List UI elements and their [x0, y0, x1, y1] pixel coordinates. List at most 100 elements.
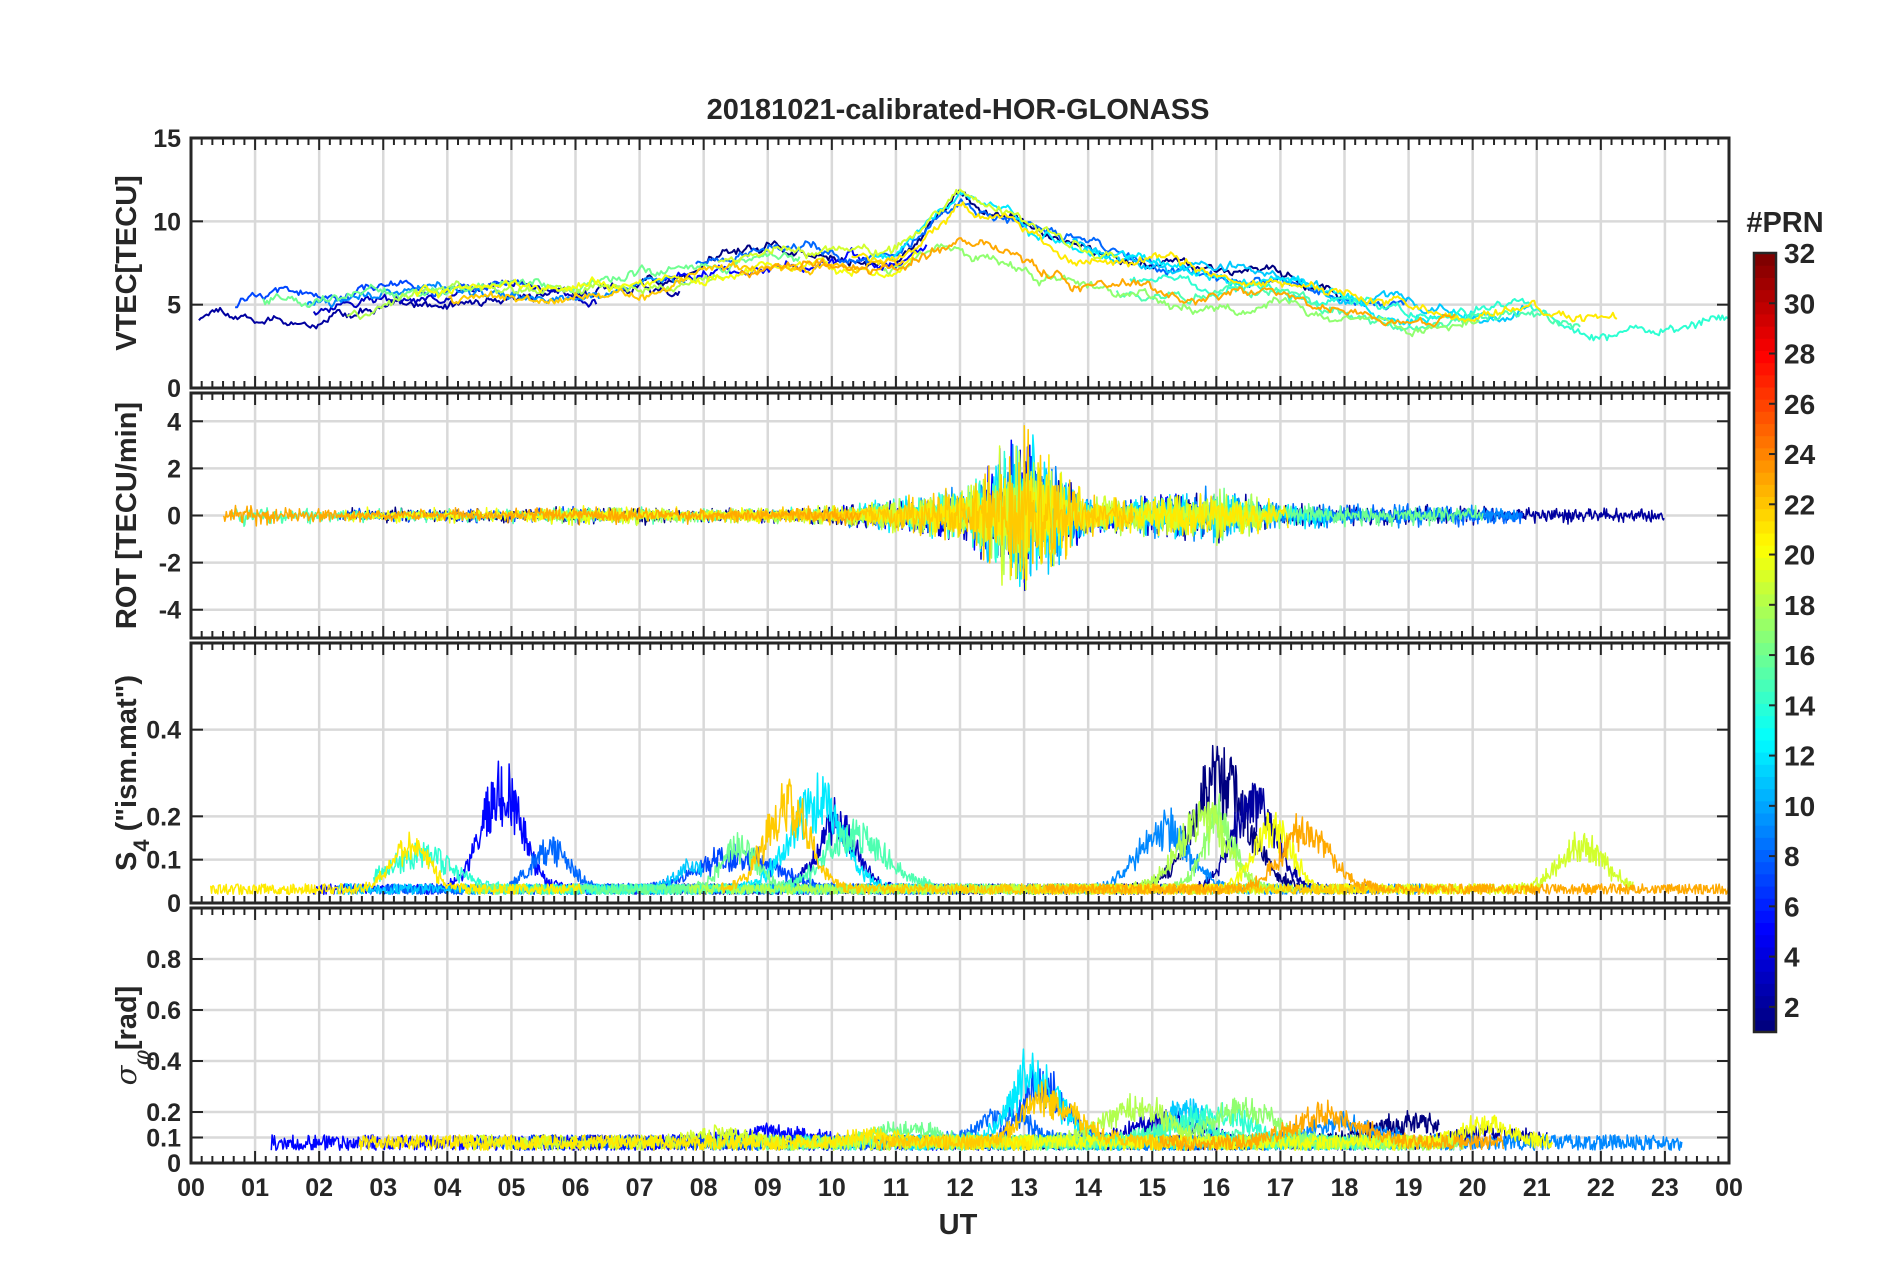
colorbar-segment: [1754, 411, 1776, 425]
y-tick-label: 0: [167, 503, 181, 531]
colorbar-segment: [1754, 776, 1776, 790]
colorbar-segment: [1754, 922, 1776, 936]
colorbar-segment: [1754, 666, 1776, 680]
colorbar-segment: [1754, 399, 1776, 412]
colorbar-segment: [1754, 496, 1776, 510]
series-prn-23: [223, 504, 862, 527]
colorbar-segment: [1754, 569, 1776, 583]
x-tick-label: 05: [498, 1174, 526, 1202]
colorbar-frame: [1752, 251, 1778, 1034]
colorbar-tick-label: 2: [1784, 992, 1800, 1023]
x-tick-label: 06: [562, 1174, 590, 1202]
colorbar-segment: [1754, 898, 1776, 911]
colorbar-tick-label: 24: [1784, 439, 1816, 470]
colorbar-segment: [1754, 520, 1776, 534]
colorbar-segment: [1754, 350, 1776, 364]
series-prn-20: [1006, 1114, 1554, 1151]
colorbar-segment: [1754, 338, 1776, 351]
series-prn-21: [210, 831, 583, 896]
colorbar-tick-label: 32: [1784, 238, 1815, 269]
x-tick-label: 07: [626, 1174, 654, 1202]
y-axis: -4 -2 0 2 4: [159, 408, 1729, 625]
series-prn-23: [1044, 813, 1729, 896]
colorbar-segment: [1754, 508, 1776, 522]
y-tick-label: 0.8: [146, 946, 181, 974]
y-axis-label: ROT [TECU/min]: [111, 402, 143, 629]
colorbar-tick-label: 18: [1784, 590, 1815, 621]
colorbar-segment: [1754, 825, 1776, 838]
colorbar-segment: [1754, 958, 1776, 972]
x-tick-label: 17: [1267, 1174, 1295, 1202]
colorbar-segment: [1754, 691, 1776, 704]
x-axis: 00 01 02 03 04 05 06 07 08 09 10 11 12 13 14 15 16 17 18 19…: [177, 1174, 1743, 1202]
series-prn-21: [851, 201, 1618, 323]
y-tick-label: -4: [159, 597, 181, 625]
y-tick-label: 2: [167, 455, 181, 483]
colorbar-segment: [1754, 301, 1776, 315]
panel-sigma_phi: 00.10.2 0.4 0.6 0.8 σφ[rad]: [109, 906, 1731, 1178]
colorbar-segment: [1754, 593, 1776, 607]
x-ticks: [190, 643, 1730, 903]
chart-title: 20181021-calibrated-HOR-GLONASS: [707, 94, 1210, 126]
colorbar-tick-label: 22: [1784, 489, 1815, 520]
colorbar-segment: [1754, 545, 1776, 558]
colorbar-segment: [1754, 910, 1776, 924]
x-tick-label: 14: [1074, 1174, 1102, 1202]
y-tick-label: 15: [153, 125, 181, 153]
x-tick-label: 00: [177, 1174, 205, 1202]
colorbar-segment: [1754, 605, 1776, 619]
panel-vtec: 0 5 10 15 VTEC[TECU]: [111, 125, 1731, 403]
series-prn-18: [346, 274, 724, 320]
x-tick-label: 02: [305, 1174, 333, 1202]
colorbar-segment: [1754, 484, 1776, 498]
colorbar-segment: [1754, 995, 1776, 1009]
colorbar-segment: [1754, 386, 1776, 400]
y-tick-label: 0.1: [146, 1125, 181, 1153]
x-tick-label: 04: [433, 1174, 461, 1202]
x-tick-label: 13: [1010, 1174, 1038, 1202]
colorbar-segment: [1754, 752, 1776, 765]
series-prn-17: [882, 243, 1480, 338]
y-tick-label: 0.1: [146, 847, 181, 875]
colorbar-segment: [1754, 581, 1776, 595]
x-tick-label: 01: [241, 1174, 269, 1202]
colorbar-segment: [1754, 739, 1776, 753]
y-axis: 0 5 10 15: [153, 125, 1729, 403]
colorbar-segment: [1754, 447, 1776, 461]
x-tick-label: 22: [1587, 1174, 1615, 1202]
colorbar-segment: [1754, 812, 1776, 826]
colorbar-segment: [1754, 472, 1776, 485]
y-axis-label: σφ[rad]: [109, 986, 155, 1086]
colorbar-segment: [1754, 715, 1776, 729]
series-prn-23: [1159, 1099, 1505, 1151]
series-prn-22: [447, 257, 905, 305]
y-tick-label: 0.2: [146, 1099, 181, 1127]
colorbar-segment: [1754, 1019, 1776, 1033]
colorbar-segment: [1754, 557, 1776, 571]
colorbar-tick-label: 26: [1784, 389, 1815, 420]
x-tick-label: 11: [883, 1174, 910, 1202]
colorbar-tick-label: 20: [1784, 540, 1815, 571]
colorbar-segment: [1754, 800, 1776, 814]
x-tick-label: 08: [690, 1174, 718, 1202]
x-tick-label: 16: [1202, 1174, 1230, 1202]
colorbar-segment: [1754, 265, 1776, 278]
colorbar-segment: [1754, 435, 1776, 449]
colorbar-segment: [1754, 873, 1776, 887]
series-prn-3: [312, 279, 598, 316]
colorbar-segment: [1754, 703, 1776, 717]
colorbar-tick-label: 14: [1784, 690, 1816, 721]
colorbar-segment: [1754, 861, 1776, 875]
colorbar-segment: [1754, 1007, 1776, 1021]
colorbar-tick-label: 10: [1784, 791, 1815, 822]
x-tick-label: 19: [1395, 1174, 1423, 1202]
y-tick-label: 0.6: [146, 997, 181, 1025]
x-tick-label: 21: [1523, 1174, 1551, 1202]
x-ticks: [190, 908, 1730, 1163]
series-prn-22: [873, 1079, 1191, 1151]
colorbar-tick-label: 4: [1784, 942, 1800, 973]
colorbar-segment: [1754, 642, 1776, 656]
series-prn-14: [1129, 274, 1729, 342]
